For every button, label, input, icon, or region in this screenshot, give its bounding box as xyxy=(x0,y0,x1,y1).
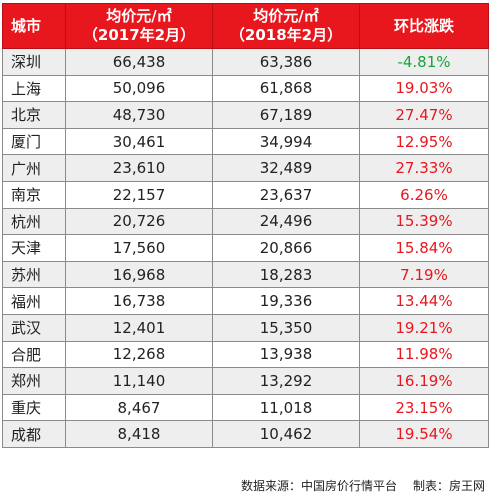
cell-price-2018: 67,189 xyxy=(212,101,360,129)
cell-city: 福州 xyxy=(2,287,66,315)
table-row: 深圳 66,438 63,386 -4.81% xyxy=(2,48,489,76)
cell-price-2018: 13,938 xyxy=(212,340,360,369)
cell-city: 上海 xyxy=(2,74,66,103)
cell-price-2018: 20,866 xyxy=(212,234,360,262)
table-row: 福州 16,738 19,336 13.44% xyxy=(2,287,489,315)
cell-price-2018: 63,386 xyxy=(212,48,360,76)
cell-city: 郑州 xyxy=(2,367,66,395)
cell-price-2018: 18,283 xyxy=(212,260,360,289)
table-maker: 制表：房王网 xyxy=(412,479,485,493)
table-row: 苏州 16,968 18,283 7.19% xyxy=(2,260,489,289)
cell-price-2017: 17,560 xyxy=(65,234,213,262)
cell-change: -4.81% xyxy=(359,48,489,76)
cell-price-2018: 34,994 xyxy=(212,127,360,156)
cell-price-2017: 8,467 xyxy=(65,393,213,422)
cell-change: 23.15% xyxy=(359,393,489,422)
cell-city: 广州 xyxy=(2,154,66,182)
housing-price-table: 城市 均价元/㎡ （2017年2月） 均价元/㎡ （2018年2月） 环比涨跌 … xyxy=(2,3,489,448)
cell-city: 北京 xyxy=(2,101,66,129)
header-row: 城市 均价元/㎡ （2017年2月） 均价元/㎡ （2018年2月） 环比涨跌 xyxy=(2,3,489,49)
cell-change: 27.33% xyxy=(359,154,489,182)
cell-price-2017: 12,268 xyxy=(65,340,213,369)
cell-price-2017: 20,726 xyxy=(65,207,213,236)
cell-price-2017: 48,730 xyxy=(65,101,213,129)
cell-price-2018: 10,462 xyxy=(212,420,360,448)
cell-change: 16.19% xyxy=(359,367,489,395)
table-row: 天津 17,560 20,866 15.84% xyxy=(2,234,489,262)
table-row: 杭州 20,726 24,496 15.39% xyxy=(2,207,489,236)
header-price-2018: 均价元/㎡ （2018年2月） xyxy=(212,3,360,49)
cell-city: 合肥 xyxy=(2,340,66,369)
cell-price-2017: 8,418 xyxy=(65,420,213,448)
table-row: 武汉 12,401 15,350 19.21% xyxy=(2,313,489,342)
cell-price-2018: 19,336 xyxy=(212,287,360,315)
cell-change: 13.44% xyxy=(359,287,489,315)
cell-change: 27.47% xyxy=(359,101,489,129)
header-price-2017-unit: 均价元/㎡ xyxy=(106,7,172,25)
cell-change: 19.21% xyxy=(359,313,489,342)
cell-price-2017: 16,738 xyxy=(65,287,213,315)
cell-price-2018: 15,350 xyxy=(212,313,360,342)
header-price-2018-unit: 均价元/㎡ xyxy=(253,7,319,25)
cell-price-2017: 16,968 xyxy=(65,260,213,289)
table-row: 厦门 30,461 34,994 12.95% xyxy=(2,127,489,156)
cell-price-2018: 61,868 xyxy=(212,74,360,103)
cell-city: 苏州 xyxy=(2,260,66,289)
cell-price-2017: 23,610 xyxy=(65,154,213,182)
cell-price-2018: 24,496 xyxy=(212,207,360,236)
table-row: 北京 48,730 67,189 27.47% xyxy=(2,101,489,129)
cell-city: 重庆 xyxy=(2,393,66,422)
cell-price-2017: 11,140 xyxy=(65,367,213,395)
header-price-2017-date: （2017年2月） xyxy=(82,26,196,44)
table-body: 深圳 66,438 63,386 -4.81% 上海 50,096 61,868 19.03%… xyxy=(2,48,489,448)
cell-city: 杭州 xyxy=(2,207,66,236)
table-header: 城市 均价元/㎡ （2017年2月） 均价元/㎡ （2018年2月） 环比涨跌 xyxy=(2,3,489,49)
cell-city: 武汉 xyxy=(2,313,66,342)
cell-city: 厦门 xyxy=(2,127,66,156)
table-row: 郑州 11,140 13,292 16.19% xyxy=(2,367,489,395)
cell-price-2017: 30,461 xyxy=(65,127,213,156)
cell-price-2018: 13,292 xyxy=(212,367,360,395)
footnote: 数据来源：中国房价行情平台 制表：房王网 xyxy=(241,477,485,494)
cell-price-2017: 12,401 xyxy=(65,313,213,342)
table-row: 成都 8,418 10,462 19.54% xyxy=(2,420,489,448)
cell-change: 15.39% xyxy=(359,207,489,236)
cell-city: 深圳 xyxy=(2,48,66,76)
cell-change: 6.26% xyxy=(359,180,489,209)
cell-change: 19.54% xyxy=(359,420,489,448)
cell-price-2017: 66,438 xyxy=(65,48,213,76)
table-row: 上海 50,096 61,868 19.03% xyxy=(2,74,489,103)
table-row: 重庆 8,467 11,018 23.15% xyxy=(2,393,489,422)
table-row: 合肥 12,268 13,938 11.98% xyxy=(2,340,489,369)
cell-change: 15.84% xyxy=(359,234,489,262)
cell-change: 11.98% xyxy=(359,340,489,369)
header-price-2017: 均价元/㎡ （2017年2月） xyxy=(65,3,213,49)
cell-price-2018: 32,489 xyxy=(212,154,360,182)
data-source: 数据来源：中国房价行情平台 xyxy=(240,479,397,493)
cell-change: 7.19% xyxy=(359,260,489,289)
header-change: 环比涨跌 xyxy=(359,3,489,49)
cell-city: 天津 xyxy=(2,234,66,262)
cell-price-2017: 50,096 xyxy=(65,74,213,103)
cell-price-2018: 23,637 xyxy=(212,180,360,209)
cell-price-2018: 11,018 xyxy=(212,393,360,422)
header-city: 城市 xyxy=(2,3,66,49)
table-row: 广州 23,610 32,489 27.33% xyxy=(2,154,489,182)
table-row: 南京 22,157 23,637 6.26% xyxy=(2,180,489,209)
cell-change: 19.03% xyxy=(359,74,489,103)
cell-price-2017: 22,157 xyxy=(65,180,213,209)
cell-change: 12.95% xyxy=(359,127,489,156)
cell-city: 南京 xyxy=(2,180,66,209)
cell-city: 成都 xyxy=(2,420,66,448)
header-price-2018-date: （2018年2月） xyxy=(229,26,343,44)
